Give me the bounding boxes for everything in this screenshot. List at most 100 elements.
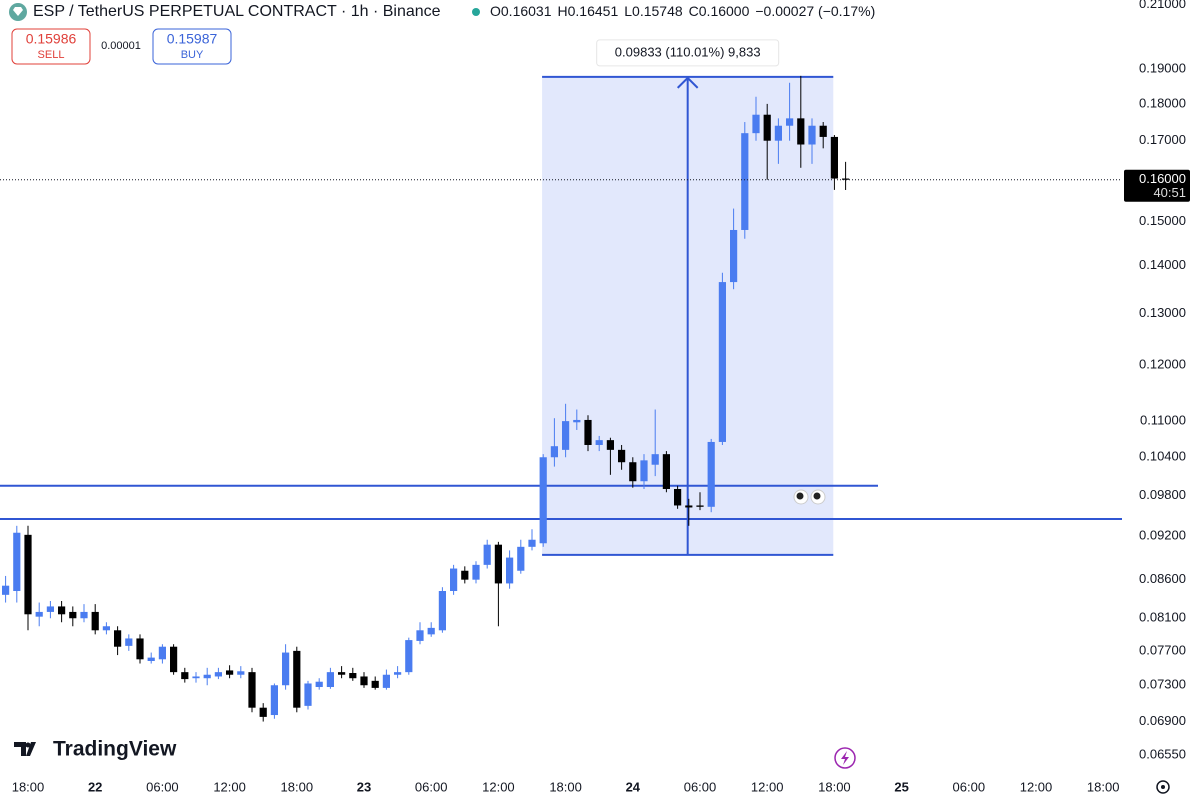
logo-dot: [25, 742, 31, 748]
y-tick-label: 0.17000: [1139, 132, 1186, 147]
ohlc-value: 0.16000: [699, 3, 750, 19]
candle-body: [741, 133, 749, 230]
x-tick-label: 12:00: [213, 779, 246, 794]
ohlc-label: L: [624, 3, 632, 19]
y-tick-label: 0.10400: [1139, 449, 1186, 464]
ohlc-value: 0.15748: [632, 3, 683, 19]
buy-button[interactable]: [152, 28, 232, 65]
sticker-pupil: [796, 492, 804, 500]
last-price-box: [1124, 169, 1190, 202]
candle-body: [69, 611, 77, 619]
sell-button[interactable]: [11, 28, 91, 65]
ohlc-value: 0.16451: [568, 3, 619, 19]
y-tick-label: 0.09800: [1139, 487, 1186, 502]
candle-body: [797, 118, 805, 145]
y-tick-label: 0.06550: [1139, 747, 1186, 762]
candle-body: [338, 672, 346, 675]
candle-body: [270, 685, 278, 716]
candle-body: [506, 557, 514, 584]
logo: TradingView: [14, 738, 177, 761]
candle-body: [371, 680, 379, 688]
candle-body: [562, 421, 570, 450]
sell-label: SELL: [38, 49, 65, 61]
y-tick-label: 0.11000: [1140, 413, 1186, 428]
ohlc-label: O: [490, 3, 501, 19]
candle-body: [830, 136, 838, 179]
y-tick-label: 0.08100: [1139, 610, 1186, 625]
plot: 0.09833 (110.01%) 9,833: [0, 39, 1122, 722]
candle-body: [629, 462, 637, 482]
logo-text: TradingView: [53, 738, 177, 761]
candle-body: [147, 657, 155, 661]
candle-body: [651, 454, 659, 465]
candle-body: [394, 672, 402, 675]
candle-body: [528, 539, 536, 547]
x-tick-label: 18:00: [1087, 779, 1120, 794]
candle-body: [237, 671, 245, 675]
x-tick-label: 18:00: [12, 779, 45, 794]
y-tick-label: 0.07300: [1139, 677, 1186, 692]
y-tick-label: 0.08600: [1139, 571, 1186, 586]
candle-body: [517, 546, 525, 571]
candle-body: [114, 630, 122, 647]
alert-bolt: [841, 751, 849, 765]
candle-body: [763, 114, 771, 141]
candle-body: [136, 638, 144, 660]
measure-arrowhead: [676, 76, 699, 89]
candle-body: [618, 449, 626, 463]
candle-body: [315, 681, 323, 688]
candle-body: [203, 674, 211, 679]
settings-icon-center: [1161, 785, 1165, 789]
candle-body: [662, 454, 670, 489]
candle-body: [842, 178, 850, 180]
x-tick-label: 18:00: [818, 779, 851, 794]
symbol-icon-diamond: [13, 7, 23, 16]
y-tick-label: 0.06900: [1139, 713, 1186, 728]
x-tick-label: 06:00: [415, 779, 448, 794]
x-tick-label: 12:00: [751, 779, 784, 794]
candle-body: [438, 591, 446, 631]
candle-body: [718, 282, 726, 442]
candle-body: [595, 440, 603, 445]
candle-body: [472, 564, 480, 580]
ohlc-value: 0.16031: [501, 3, 552, 19]
settings-icon[interactable]: [1156, 780, 1170, 794]
candle-body: [326, 672, 334, 688]
candle-body: [1, 585, 10, 595]
candle-body: [539, 457, 547, 544]
ohlc-label: C: [689, 3, 699, 19]
spread: 0.00001: [101, 40, 141, 52]
candle-body: [46, 606, 54, 612]
x-tick-label: 12:00: [482, 779, 515, 794]
candle-body: [450, 568, 458, 592]
candle-body: [80, 611, 88, 619]
x-tick-label: 18:00: [549, 779, 582, 794]
header: ESP / TetherUS PERPETUAL CONTRACT · 1h ·…: [9, 3, 875, 65]
y-tick-label: 0.07700: [1139, 642, 1186, 657]
candle-body: [58, 606, 66, 615]
candle-body: [125, 638, 133, 646]
x-tick-label: 12:00: [1020, 779, 1053, 794]
x-tick-label: 06:00: [146, 779, 179, 794]
candle-body: [685, 505, 693, 508]
candle-body: [584, 419, 592, 445]
candle-body: [461, 570, 469, 580]
alert-icon[interactable]: [834, 747, 856, 769]
candle-body: [483, 544, 491, 565]
candle-body: [752, 114, 760, 134]
candle-body: [282, 652, 290, 686]
candle-body: [214, 672, 222, 677]
candle-body: [248, 672, 256, 708]
candle-body: [416, 630, 424, 641]
change: −0.00027 (−0.17%): [755, 3, 875, 19]
y-tick-label: 0.09200: [1139, 528, 1186, 543]
countdown: 40:51: [1153, 185, 1186, 200]
candle-body: [181, 672, 189, 680]
candle-body: [640, 460, 648, 482]
candle-body: [170, 646, 178, 673]
y-tick-label: 0.18000: [1139, 95, 1186, 110]
x-tick-label: 06:00: [684, 779, 717, 794]
candle-body: [259, 707, 267, 717]
candle-body: [774, 125, 782, 141]
